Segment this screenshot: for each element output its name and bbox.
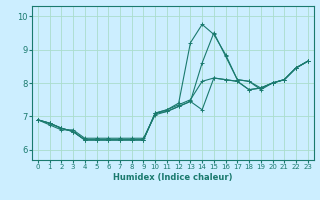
X-axis label: Humidex (Indice chaleur): Humidex (Indice chaleur) <box>113 173 233 182</box>
